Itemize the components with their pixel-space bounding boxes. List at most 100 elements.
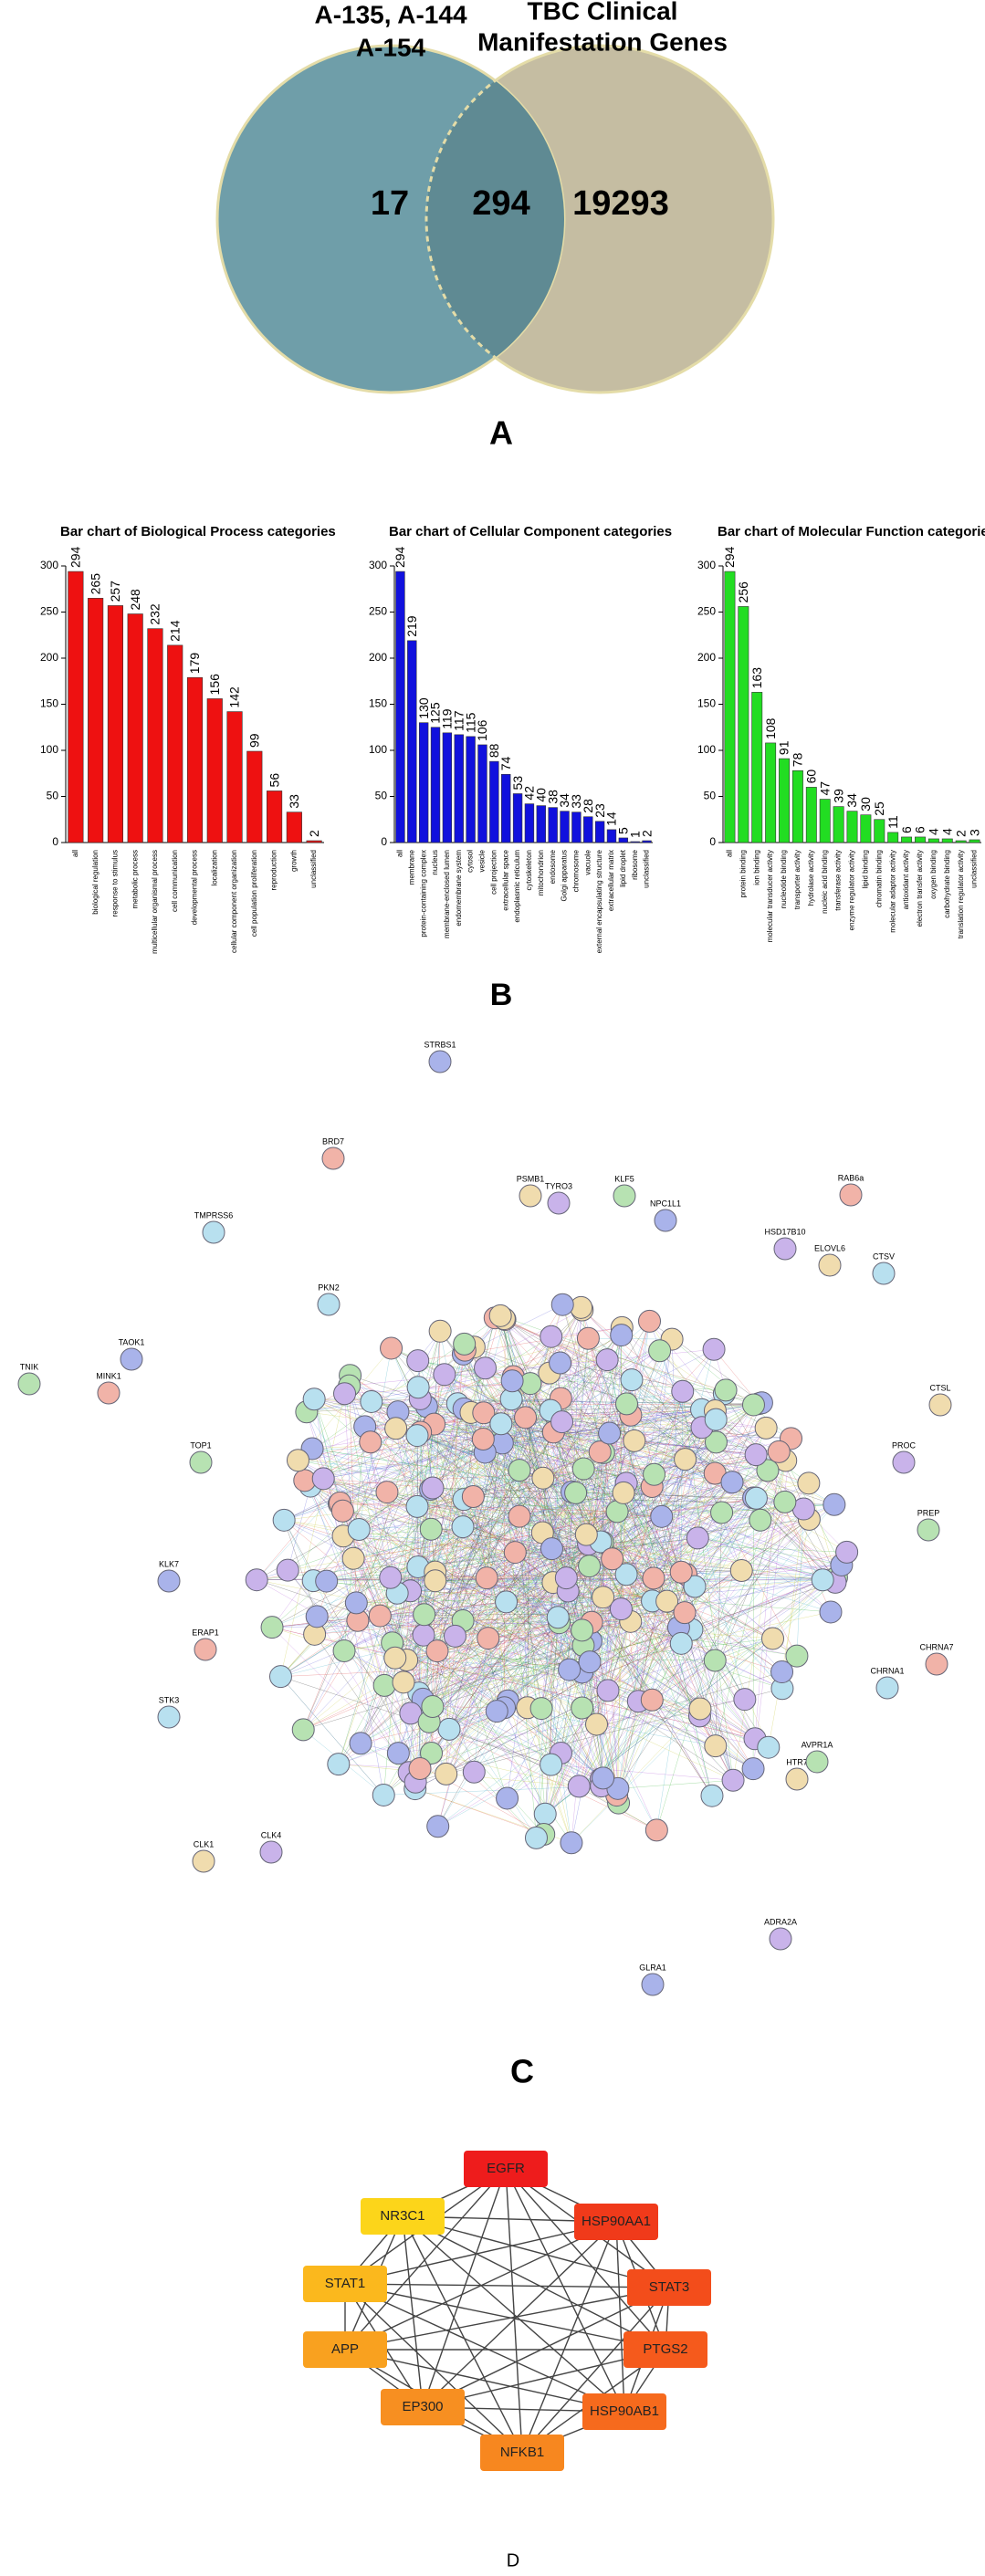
y-tick-label: 250: [40, 605, 58, 618]
node: [642, 1566, 665, 1590]
node: [721, 1768, 745, 1792]
edge: [464, 1499, 662, 1517]
edge: [560, 1362, 618, 1513]
edge: [596, 1482, 810, 1725]
edge: [432, 1487, 560, 1623]
edge: [359, 1412, 484, 1530]
edge: [463, 1617, 559, 1621]
node-label: MINK1: [96, 1371, 121, 1380]
edge: [560, 1362, 601, 1452]
edge: [697, 1502, 785, 1539]
edge: [304, 1423, 501, 1482]
node-label: TAOK1: [119, 1337, 145, 1346]
edge: [507, 1470, 769, 1799]
x-tick-label: ribosome: [631, 849, 639, 879]
edge: [495, 1317, 653, 1487]
panel-label: B: [490, 978, 513, 1012]
bar-value-label: 119: [440, 708, 455, 729]
edge: [394, 1657, 570, 1670]
edge: [463, 1499, 570, 1670]
node: [311, 1467, 335, 1491]
hub-label: EP300: [402, 2399, 443, 2414]
edge: [680, 1391, 683, 1573]
edge: [339, 1503, 582, 1673]
edge: [433, 1487, 757, 1499]
node: [453, 1332, 477, 1356]
node: [540, 1325, 563, 1348]
edge: [582, 1707, 769, 1748]
node: [588, 1440, 612, 1464]
edge: [603, 1427, 703, 1453]
x-tick-label: nucleotide binding: [780, 850, 788, 909]
edge: [500, 1423, 686, 1460]
edge: [550, 1451, 601, 1765]
node: [574, 1523, 598, 1546]
venn-label: A-154: [356, 33, 426, 61]
node: [302, 1387, 326, 1411]
node-label: PREP: [917, 1508, 940, 1517]
edge: [519, 1511, 618, 1517]
bar: [901, 836, 913, 843]
x-tick-label: membrane-enclosed lumen: [443, 850, 451, 938]
x-tick-label: molecular adaptor activity: [888, 850, 896, 933]
edge: [505, 2168, 523, 2454]
node: [700, 1784, 724, 1807]
edge: [428, 1367, 486, 1723]
edge: [567, 1307, 582, 1592]
x-tick-label: all: [71, 850, 79, 857]
edge: [280, 1470, 769, 1677]
edge: [403, 1379, 633, 1682]
node: [500, 1369, 524, 1393]
edge: [582, 1309, 613, 1559]
bar: [724, 571, 736, 843]
edge: [280, 1327, 623, 1677]
node: [741, 1393, 765, 1417]
bar-value-label: 53: [510, 776, 525, 791]
node: [433, 1363, 456, 1387]
bar: [571, 812, 582, 843]
edge: [589, 1428, 767, 1662]
node: [489, 1412, 513, 1436]
edge: [445, 1574, 627, 1775]
edge: [561, 1398, 767, 1429]
bar: [407, 640, 417, 843]
x-tick-label: multicellular organismal process: [151, 850, 159, 954]
edge: [339, 1503, 572, 1843]
edge: [473, 1454, 757, 1497]
edge: [410, 1582, 836, 1714]
node: [413, 1603, 436, 1627]
y-tick-label: 150: [697, 697, 716, 710]
edge: [392, 1482, 733, 1643]
x-tick-label: protein-containing complex: [419, 850, 427, 937]
node: [383, 1646, 407, 1670]
bar-value-label: 14: [604, 812, 619, 826]
edge: [487, 1438, 791, 1639]
edge: [497, 1711, 580, 1787]
node: [405, 1494, 429, 1518]
edge: [287, 1486, 311, 1571]
node: [744, 1486, 768, 1510]
node: [547, 1191, 571, 1215]
node: [819, 1600, 843, 1624]
node: [546, 1606, 570, 1629]
edge: [448, 1729, 544, 1835]
node: [702, 1337, 726, 1361]
edge: [519, 1516, 554, 1583]
edge: [678, 1460, 786, 1628]
edge: [550, 1660, 716, 1765]
edge: [470, 1412, 508, 1702]
edge: [519, 1432, 610, 1471]
edge: [435, 1515, 520, 1573]
node-label: GLRA1: [639, 1963, 666, 1972]
y-tick-label: 150: [40, 697, 58, 710]
bar: [833, 806, 844, 843]
edge: [601, 1441, 717, 1786]
edge: [589, 1565, 603, 1778]
edge: [417, 1403, 627, 1567]
edge: [651, 1339, 673, 1487]
edge: [463, 1403, 627, 1500]
edge: [549, 1372, 633, 1380]
edge: [288, 1569, 385, 1686]
edge: [271, 1441, 717, 1628]
panel-label: D: [507, 2550, 519, 2571]
